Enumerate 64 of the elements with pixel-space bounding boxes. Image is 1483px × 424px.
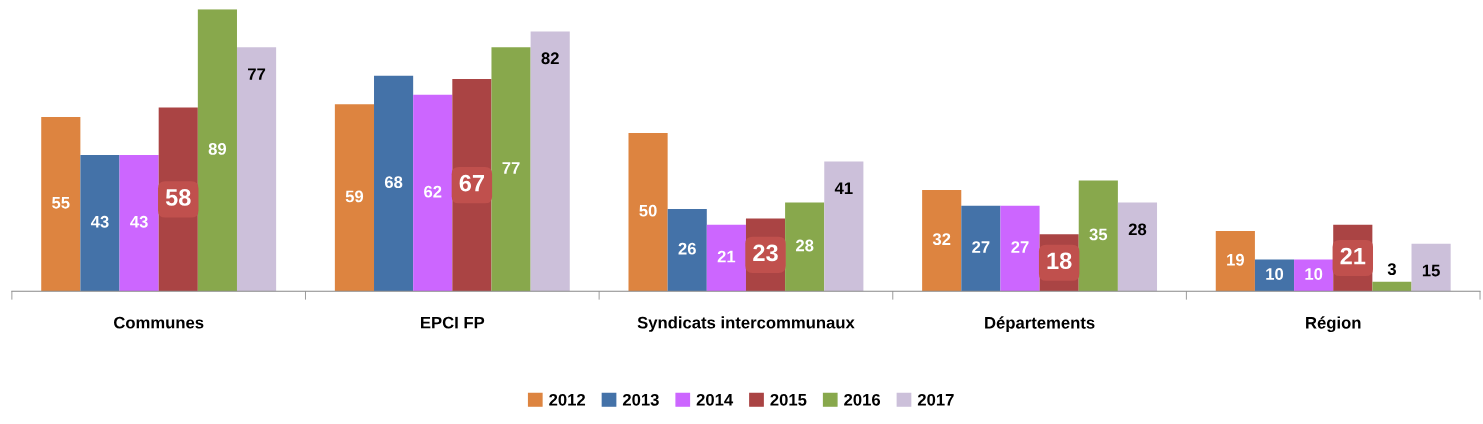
bar bbox=[1000, 205, 1040, 292]
data-label: 59 bbox=[345, 190, 364, 203]
bar bbox=[1117, 202, 1158, 292]
data-label: 43 bbox=[90, 215, 109, 228]
bar bbox=[80, 155, 120, 292]
bar bbox=[374, 75, 414, 292]
bar bbox=[236, 47, 277, 292]
bar bbox=[1254, 259, 1295, 292]
x-tick-label: Syndicats intercommunaux bbox=[637, 316, 855, 332]
data-label: 18 bbox=[1047, 252, 1072, 270]
bar bbox=[1372, 281, 1412, 292]
legend-label: 2012 bbox=[549, 393, 586, 406]
legend-label: 2015 bbox=[770, 393, 807, 406]
data-label: 50 bbox=[639, 204, 657, 217]
legend-label: 2014 bbox=[696, 393, 734, 406]
data-label: 62 bbox=[424, 185, 442, 198]
data-label: 68 bbox=[384, 176, 403, 189]
bar bbox=[334, 104, 375, 292]
data-label: 19 bbox=[1227, 253, 1244, 266]
data-label: 55 bbox=[52, 197, 70, 209]
legend-label: 2013 bbox=[622, 393, 659, 406]
bar bbox=[824, 161, 864, 292]
bar bbox=[197, 9, 237, 292]
bar bbox=[41, 117, 81, 292]
bar bbox=[785, 202, 825, 292]
bar bbox=[1411, 243, 1451, 292]
x-tick-label: Départements bbox=[985, 316, 1095, 332]
bar bbox=[491, 47, 531, 292]
data-label: 10 bbox=[1266, 268, 1284, 280]
legend-label: 2016 bbox=[844, 393, 881, 406]
bar bbox=[413, 94, 453, 292]
data-label: 28 bbox=[1128, 223, 1147, 236]
data-label: 77 bbox=[502, 162, 520, 174]
bar bbox=[1215, 231, 1255, 292]
x-tick-label: Communes bbox=[113, 316, 204, 329]
data-label: 41 bbox=[834, 182, 853, 194]
data-label: 67 bbox=[459, 174, 484, 192]
data-label: 26 bbox=[678, 242, 696, 255]
data-label: 3 bbox=[1387, 263, 1396, 275]
bar bbox=[961, 205, 1001, 292]
bar bbox=[667, 208, 707, 292]
data-label: 21 bbox=[717, 250, 736, 263]
data-label: 89 bbox=[208, 142, 227, 155]
data-label: 21 bbox=[1340, 247, 1366, 265]
x-tick-label: Région bbox=[1306, 316, 1361, 333]
data-label: 27 bbox=[1011, 241, 1029, 253]
bar bbox=[628, 132, 668, 292]
data-label: 27 bbox=[972, 241, 990, 253]
data-label: 28 bbox=[795, 239, 814, 252]
legend-label: 2017 bbox=[917, 393, 954, 406]
x-tick-label: EPCI FP bbox=[421, 316, 485, 329]
data-label: 10 bbox=[1305, 268, 1323, 280]
bar bbox=[1078, 180, 1118, 292]
bar bbox=[119, 155, 159, 292]
bar bbox=[530, 31, 570, 292]
data-label: 77 bbox=[248, 68, 266, 80]
bar bbox=[922, 189, 962, 292]
data-label: 43 bbox=[130, 215, 148, 228]
data-label: 58 bbox=[165, 189, 191, 206]
data-label: 82 bbox=[541, 52, 559, 65]
data-label: 35 bbox=[1089, 228, 1108, 241]
data-label: 15 bbox=[1422, 264, 1440, 277]
data-label: 32 bbox=[932, 233, 951, 246]
data-label: 23 bbox=[753, 244, 778, 262]
